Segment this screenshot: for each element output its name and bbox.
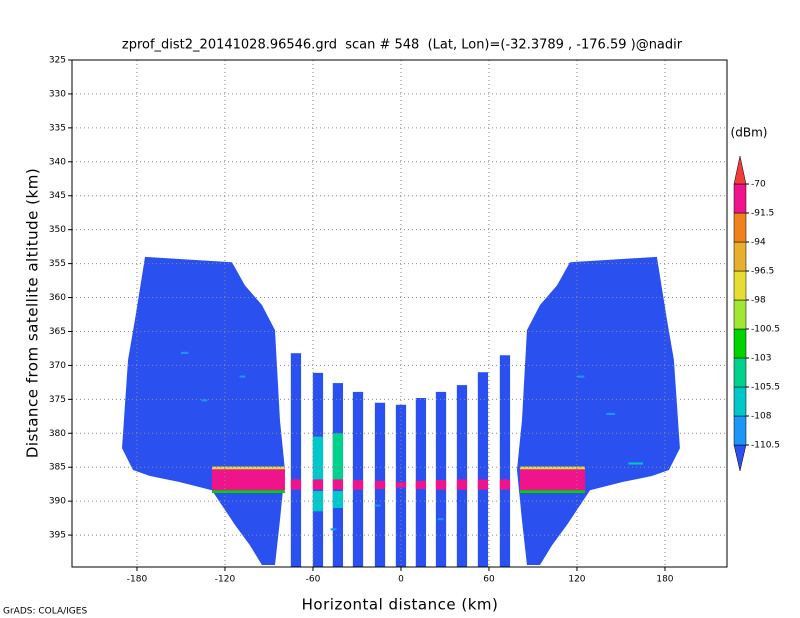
shaded-cell: [211, 466, 285, 470]
colorbar-label: -110.5: [751, 441, 780, 451]
shaded-cell: [477, 479, 489, 490]
y-tick-label: 355: [49, 259, 66, 269]
colorbar-segment: [733, 155, 747, 185]
y-tick-label: 365: [49, 327, 66, 337]
shaded-cell: [352, 480, 364, 490]
shaded-cell: [312, 490, 324, 512]
plot-frame: [71, 59, 728, 568]
shaded-cell: [435, 391, 447, 567]
shaded-cell: [312, 436, 324, 480]
shaded-cell: [332, 433, 344, 480]
shaded-cell: [606, 412, 616, 415]
shaded-cell: [211, 490, 285, 494]
field: [122, 256, 680, 567]
colorbar-label: -91.5: [751, 209, 774, 219]
shaded-cell: [239, 375, 246, 378]
colorbar-segment: [733, 299, 747, 330]
y-tick-label: 370: [49, 361, 66, 371]
y-tick-label: 350: [49, 225, 66, 235]
shaded-region: [516, 256, 680, 565]
shaded-cell: [435, 480, 447, 490]
shaded-cell: [330, 528, 337, 531]
colorbar-label: -108: [751, 412, 772, 422]
colorbar-segment: [733, 328, 747, 359]
shaded-cell: [519, 490, 586, 494]
shaded-cell: [332, 490, 344, 508]
shaded-cell: [456, 479, 468, 490]
shaded-region: [122, 256, 285, 565]
y-tick-label: 335: [49, 123, 66, 133]
colorbar-label: -100.5: [751, 325, 780, 335]
x-tick-label: -60: [306, 575, 321, 585]
x-tick-label: 60: [483, 575, 495, 585]
colorbar-segment: [733, 212, 747, 243]
y-tick-label: 330: [49, 89, 66, 99]
colorbar-label: -98: [751, 296, 766, 306]
shaded-cell: [352, 391, 364, 567]
colorbar-unit: (dBm): [731, 126, 768, 140]
shaded-cell: [211, 469, 285, 491]
colorbar-segment: [733, 270, 747, 301]
colorbar-label: -103: [751, 354, 771, 364]
y-tick-label: 340: [49, 157, 66, 167]
colorbar-segment: [733, 183, 747, 214]
y-tick-label: 375: [49, 395, 66, 405]
shaded-cell: [180, 351, 189, 354]
chart-title: zprof_dist2_20141028.96546.grd scan # 54…: [122, 38, 683, 53]
shaded-cell: [499, 355, 511, 567]
x-tick-label: -120: [215, 575, 236, 585]
colorbar-segment: [733, 357, 747, 388]
shaded-cell: [290, 353, 302, 567]
y-tick-label: 390: [49, 497, 66, 507]
x-tick-label: 0: [398, 575, 404, 585]
colorbar-segment: [733, 386, 747, 417]
colorbar-segment: [733, 444, 747, 472]
shaded-cell: [576, 375, 585, 378]
shaded-cell: [499, 479, 511, 490]
y-tick-label: 380: [49, 429, 66, 439]
shaded-cell: [290, 479, 302, 490]
y-tick-label: 345: [49, 191, 66, 201]
x-tick-label: 180: [656, 575, 673, 585]
colorbar-label: -96.5: [751, 267, 774, 277]
x-axis-label: Horizontal distance (km): [302, 596, 499, 614]
shaded-cell: [201, 399, 208, 402]
shaded-cell: [437, 518, 444, 521]
x-tick-label: 120: [568, 575, 585, 585]
y-tick-label: 385: [49, 463, 66, 473]
y-axis-label: Distance from satellite altitude (km): [24, 168, 42, 458]
shaded-cell: [374, 504, 381, 507]
colorbar-label: -94: [751, 238, 766, 248]
shaded-cell: [374, 480, 386, 489]
y-tick-label: 360: [49, 293, 66, 303]
shaded-cell: [332, 479, 344, 490]
colorbar-label: -105.5: [751, 383, 780, 393]
credit: GrADS: COLA/IGES: [3, 607, 87, 617]
shaded-cell: [628, 462, 643, 465]
colorbar-label: -70: [751, 180, 766, 190]
colorbar-segment: [733, 415, 747, 446]
shaded-cell: [456, 385, 468, 567]
colorbar-segment: [733, 241, 747, 272]
shaded-cell: [312, 479, 324, 490]
y-tick-label: 395: [49, 531, 66, 541]
shaded-cell: [477, 372, 489, 567]
shaded-cell: [519, 469, 586, 491]
axes: -180 -120 -60 0 60 120 180 325 330 335 340 345 350 35…: [49, 56, 780, 585]
x-tick-label: -180: [127, 575, 148, 585]
shaded-cell: [519, 466, 586, 470]
y-tick-label: 325: [49, 56, 66, 66]
shaded-cell: [415, 480, 427, 489]
